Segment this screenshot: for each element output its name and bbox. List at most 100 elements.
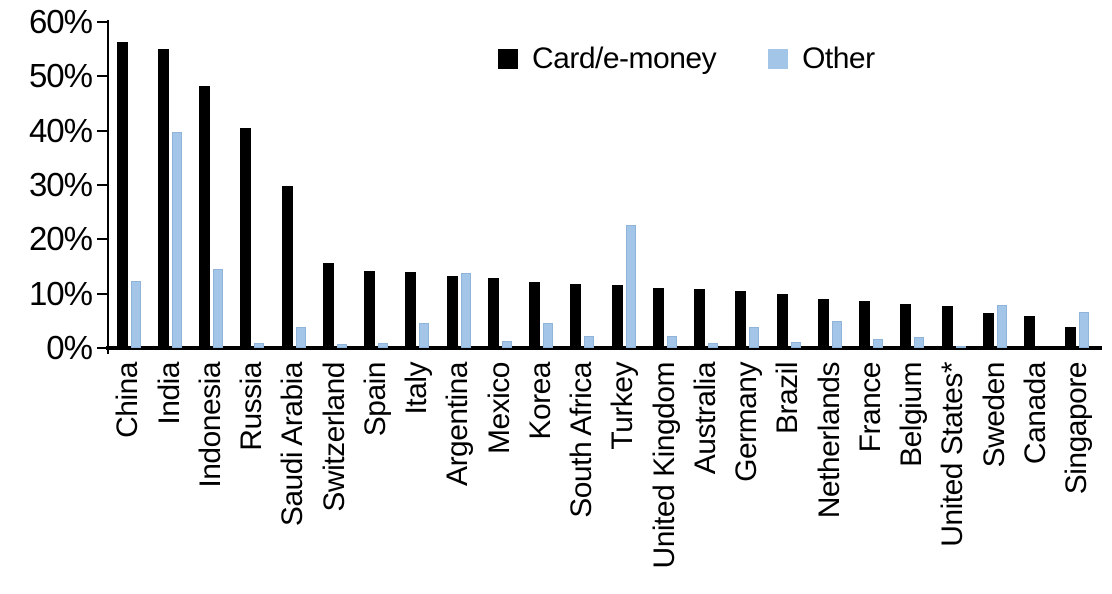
- y-axis-tick-label: 30%: [28, 166, 93, 203]
- x-axis-cell: Korea: [521, 362, 562, 440]
- bar-card-e-money: [116, 42, 128, 348]
- x-axis-cell: Mexico: [479, 362, 520, 454]
- bar-group: [892, 22, 933, 348]
- x-axis-label: Canada: [1018, 362, 1052, 465]
- bar-card-e-money: [322, 263, 334, 348]
- bar-other: [460, 273, 471, 348]
- bar-other: [790, 342, 801, 348]
- bar-group: [603, 22, 644, 348]
- x-axis-label: United Kingdom: [647, 362, 681, 569]
- bar-other: [254, 342, 265, 348]
- bar-card-e-money: [694, 289, 706, 348]
- x-axis-label: Netherlands: [812, 362, 846, 519]
- y-axis-tick-label: 50%: [28, 57, 93, 95]
- bar-group: [149, 22, 190, 348]
- bar-card-e-money: [487, 277, 499, 348]
- x-axis-label: Spain: [358, 362, 392, 437]
- y-axis-tick-label: 10%: [28, 274, 93, 312]
- bar-card-e-money: [859, 301, 871, 348]
- x-axis-cell: United Kingdom: [644, 362, 685, 568]
- bar-group: [438, 22, 479, 348]
- x-axis-label: Indonesia: [193, 362, 227, 488]
- legend-swatch-card-e-money: [498, 49, 518, 69]
- x-axis-label: Switzerland: [317, 362, 351, 512]
- y-axis-tick-label: 60%: [28, 3, 93, 40]
- x-axis-cell: India: [149, 362, 190, 425]
- legend: Card/e-money Other: [498, 42, 875, 76]
- x-axis-label: China: [111, 362, 145, 438]
- x-axis-cell: Canada: [1016, 362, 1057, 464]
- x-axis-label: Singapore: [1060, 362, 1094, 495]
- bar-card-e-money: [1065, 327, 1077, 348]
- x-axis-label: United States*: [936, 362, 970, 547]
- bar-other: [295, 326, 306, 348]
- x-axis-cell: Switzerland: [314, 362, 355, 512]
- legend-item-other: Other: [768, 42, 875, 76]
- bar-group: [108, 22, 149, 348]
- x-axis-label: Korea: [523, 362, 557, 440]
- bar-other: [1079, 312, 1090, 348]
- x-axis-cell: Russia: [232, 362, 273, 451]
- bar-group: [273, 22, 314, 348]
- bar-other: [501, 340, 512, 348]
- y-axis-tick: [97, 238, 107, 241]
- x-axis-label: Sweden: [977, 362, 1011, 468]
- x-axis-label: Turkey: [606, 362, 640, 450]
- bar-group: [809, 22, 850, 348]
- bar-group: [974, 22, 1015, 348]
- bar-other: [666, 336, 677, 348]
- legend-item-card-e-money: Card/e-money: [498, 42, 717, 76]
- x-axis-cell: Italy: [397, 362, 438, 415]
- bar-group: [397, 22, 438, 348]
- bar-card-e-money: [735, 290, 747, 348]
- y-axis-tick: [97, 347, 107, 349]
- bar-card-e-money: [529, 281, 541, 348]
- y-axis-tick: [97, 292, 107, 295]
- x-axis-cell: Spain: [356, 362, 397, 436]
- bar-group: [232, 22, 273, 348]
- bar-other: [130, 281, 141, 348]
- x-axis-cell: Turkey: [603, 362, 644, 450]
- legend-label-other: Other: [802, 42, 875, 75]
- x-axis-label: Brazil: [771, 362, 805, 435]
- x-axis-cell: Saudi Arabia: [273, 362, 314, 526]
- bar-group: [562, 22, 603, 348]
- x-axis-label: Saudi Arabia: [276, 362, 310, 527]
- plot-area: [108, 22, 1098, 348]
- bar-other: [955, 346, 966, 348]
- bar-card-e-money: [982, 312, 994, 348]
- bar-group: [479, 22, 520, 348]
- bar-other: [543, 323, 554, 348]
- bar-other: [171, 132, 182, 348]
- x-axis-cell: Brazil: [768, 362, 809, 434]
- bar-card-e-money: [900, 304, 912, 348]
- bar-other: [831, 321, 842, 348]
- bar-group: [191, 22, 232, 348]
- bar-card-e-money: [446, 275, 458, 348]
- x-axis-label: Argentina: [441, 362, 475, 486]
- y-axis-tick-label: 40%: [28, 111, 93, 149]
- legend-label-card-e-money: Card/e-money: [532, 42, 717, 75]
- bar-card-e-money: [199, 85, 211, 348]
- bar-other: [419, 323, 430, 348]
- bar-other: [625, 225, 636, 348]
- x-axis-cell: Sweden: [974, 362, 1015, 467]
- x-axis-line: [106, 346, 1102, 350]
- bar-card-e-money: [157, 48, 169, 348]
- x-axis-label: Mexico: [482, 362, 516, 455]
- bar-other: [336, 343, 347, 348]
- x-axis-label: South Africa: [565, 362, 599, 518]
- y-axis-tick-label: 0%: [46, 329, 93, 366]
- bar-group: [356, 22, 397, 348]
- x-axis-label: Australia: [688, 362, 722, 475]
- x-axis-label: Russia: [235, 362, 269, 451]
- bar-other: [914, 337, 925, 348]
- x-axis-cell: Germany: [727, 362, 768, 482]
- x-axis-cell: Belgium: [892, 362, 933, 467]
- x-axis-label: Italy: [400, 362, 434, 415]
- y-axis-tick: [97, 184, 107, 186]
- bar-other: [584, 335, 595, 348]
- bar-group: [644, 22, 685, 348]
- x-axis-cell: France: [851, 362, 892, 452]
- bar-card-e-money: [240, 127, 252, 348]
